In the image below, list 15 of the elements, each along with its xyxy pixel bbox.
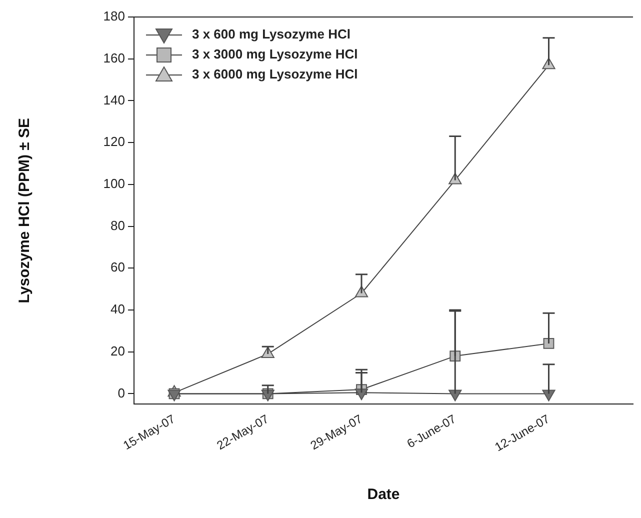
y-tick-label: 80: [110, 218, 125, 233]
y-tick-label: 60: [110, 260, 125, 275]
y-tick-label: 120: [103, 134, 125, 150]
y-tick-label: 160: [103, 50, 125, 66]
y-tick-label: 140: [103, 92, 125, 108]
legend-label: 3 x 600 mg Lysozyme HCl: [192, 26, 350, 42]
y-tick-label: 40: [110, 302, 125, 317]
legend-label: 3 x 3000 mg Lysozyme HCl: [192, 46, 358, 62]
y-tick-label: 180: [103, 8, 125, 24]
y-tick-label: 20: [110, 343, 125, 358]
x-axis-title: Date: [367, 486, 400, 504]
legend-label: 3 x 6000 mg Lysozyme HCl: [192, 66, 358, 82]
y-axis-title: Lysozyme HCl (PPM) ± SE: [16, 118, 34, 304]
y-tick-label: 0: [118, 385, 125, 400]
y-tick-label: 100: [103, 176, 125, 192]
